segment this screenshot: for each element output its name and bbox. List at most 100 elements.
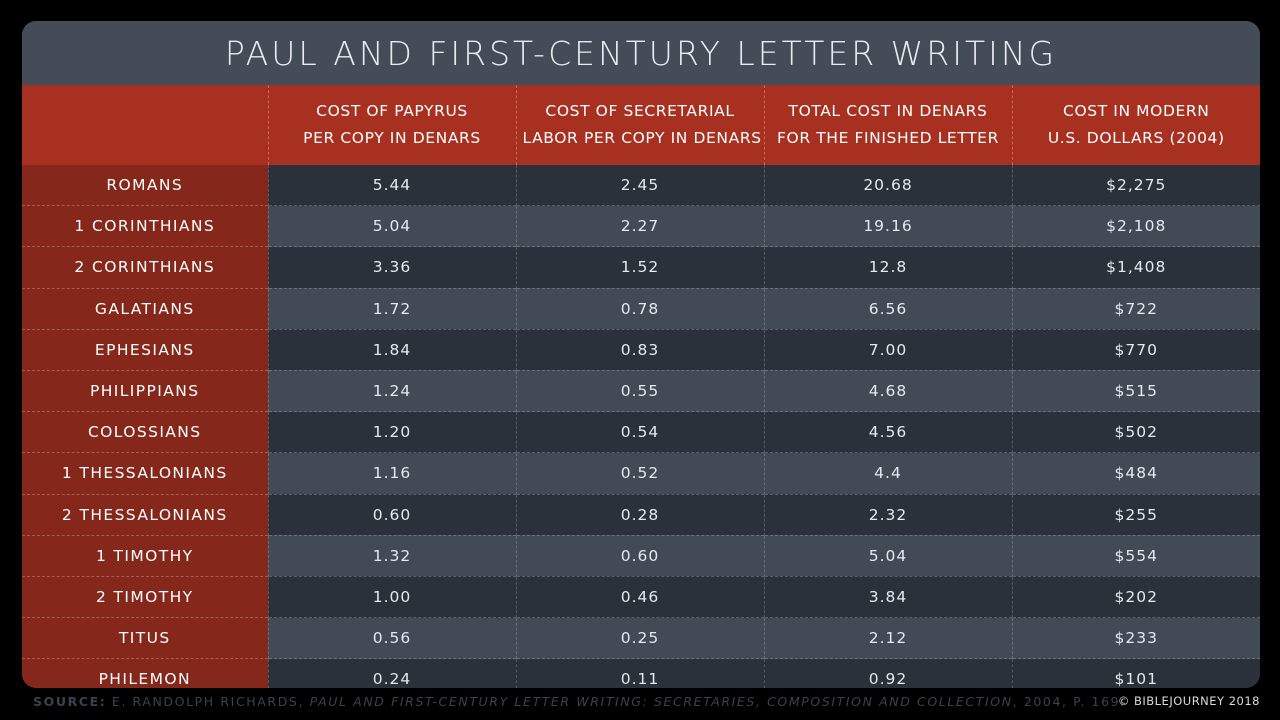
table-cell: 12.8 <box>763 246 1012 289</box>
table-cell: 1.00 <box>267 575 516 618</box>
row-label: 2 TIMOTHY <box>22 575 268 618</box>
table-cell: $554 <box>1011 534 1260 577</box>
cost-table: COST OF PAPYRUS PER COPY IN DENARS COST … <box>22 85 1260 688</box>
table-cell: 4.68 <box>763 369 1012 412</box>
table-row: EPHESIANS 1.84 0.83 7.00 $770 <box>22 328 1260 371</box>
table-cell: 0.55 <box>515 369 764 412</box>
page-title: PAUL AND FIRST-CENTURY LETTER WRITING <box>224 33 1058 73</box>
table-cell: 3.84 <box>763 575 1012 618</box>
table-cell: 5.04 <box>763 534 1012 577</box>
table-row: 2 THESSALONIANS 0.60 0.28 2.32 $255 <box>22 493 1260 536</box>
row-label: PHILIPPIANS <box>22 369 268 412</box>
table-cell: $2,108 <box>1011 205 1260 247</box>
row-label: 2 CORINTHIANS <box>22 246 268 289</box>
table-cell: 0.56 <box>267 617 516 659</box>
table-cell: 0.78 <box>515 287 764 330</box>
table-cell: 0.46 <box>515 575 764 618</box>
table-cell: 2.27 <box>515 205 764 247</box>
table-cell: 20.68 <box>763 165 1012 206</box>
table-body: ROMANS 5.44 2.45 20.68 $2,275 1 CORINTHIANS 5.… <box>22 165 1260 688</box>
table-cell: 4.56 <box>763 411 1012 453</box>
header-corner <box>22 85 268 165</box>
table-cell: $502 <box>1011 411 1260 453</box>
table-cell: 0.25 <box>515 617 764 659</box>
copyright-text: © BIBLEJOURNEY 2018 <box>1117 694 1260 708</box>
table-row: 1 THESSALONIANS 1.16 0.52 4.4 $484 <box>22 452 1260 494</box>
table-cell: 2.45 <box>515 165 764 206</box>
column-header: COST OF SECRETARIAL LABOR PER COPY IN DE… <box>515 85 764 165</box>
table-cell: $484 <box>1011 452 1260 494</box>
table-row: 1 CORINTHIANS 5.04 2.27 19.16 $2,108 <box>22 205 1260 247</box>
table-cell: $101 <box>1011 658 1260 688</box>
table-cell: 2.32 <box>763 493 1012 536</box>
row-label: ROMANS <box>22 165 268 206</box>
column-header-line: PER COPY IN DENARS <box>303 129 481 147</box>
table-cell: $202 <box>1011 575 1260 618</box>
table-cell: 6.56 <box>763 287 1012 330</box>
table-cell: 5.04 <box>267 205 516 247</box>
table-cell: 0.24 <box>267 658 516 688</box>
table-cell: 2.12 <box>763 617 1012 659</box>
table-row: ROMANS 5.44 2.45 20.68 $2,275 <box>22 165 1260 206</box>
row-label: PHILEMON <box>22 658 268 688</box>
table-cell: 0.83 <box>515 328 764 371</box>
row-label: TITUS <box>22 617 268 659</box>
table-cell: $1,408 <box>1011 246 1260 289</box>
table-cell: 1.20 <box>267 411 516 453</box>
row-label: 2 THESSALONIANS <box>22 493 268 536</box>
table-row: TITUS 0.56 0.25 2.12 $233 <box>22 617 1260 659</box>
table-row: PHILEMON 0.24 0.11 0.92 $101 <box>22 658 1260 688</box>
table-cell: 1.52 <box>515 246 764 289</box>
table-cell: $770 <box>1011 328 1260 371</box>
table-cell: 0.60 <box>267 493 516 536</box>
column-header-line: FOR THE FINISHED LETTER <box>777 129 999 147</box>
table-cell: $515 <box>1011 369 1260 412</box>
table-row: 1 TIMOTHY 1.32 0.60 5.04 $554 <box>22 534 1260 577</box>
row-label: 1 TIMOTHY <box>22 534 268 577</box>
row-label: COLOSSIANS <box>22 411 268 453</box>
table-cell: 0.52 <box>515 452 764 494</box>
row-label: EPHESIANS <box>22 328 268 371</box>
column-header-line: LABOR PER COPY IN DENARS <box>522 129 762 147</box>
header-row: COST OF PAPYRUS PER COPY IN DENARS COST … <box>22 85 1260 165</box>
source-details: , 2004, P. 169. <box>1012 694 1126 709</box>
table-cell: $2,275 <box>1011 165 1260 206</box>
column-header: COST OF PAPYRUS PER COPY IN DENARS <box>267 85 516 165</box>
table-cell: 1.32 <box>267 534 516 577</box>
source-label: SOURCE: <box>33 694 107 709</box>
column-header-line: COST IN MODERN <box>1063 102 1210 120</box>
row-label: 1 CORINTHIANS <box>22 205 268 247</box>
table-row: COLOSSIANS 1.20 0.54 4.56 $502 <box>22 411 1260 453</box>
table-row: PHILIPPIANS 1.24 0.55 4.68 $515 <box>22 369 1260 412</box>
table-cell: 0.60 <box>515 534 764 577</box>
column-header-line: COST OF SECRETARIAL <box>545 102 735 120</box>
table-panel: PAUL AND FIRST-CENTURY LETTER WRITING CO… <box>22 21 1260 688</box>
column-header: TOTAL COST IN DENARS FOR THE FINISHED LE… <box>763 85 1012 165</box>
table-cell: 0.92 <box>763 658 1012 688</box>
table-cell: 19.16 <box>763 205 1012 247</box>
table-cell: 3.36 <box>267 246 516 289</box>
table-cell: $255 <box>1011 493 1260 536</box>
column-header-line: U.S. DOLLARS (2004) <box>1047 129 1225 147</box>
table-cell: $722 <box>1011 287 1260 330</box>
table-cell: 5.44 <box>267 165 516 206</box>
table-cell: 0.11 <box>515 658 764 688</box>
source-author: E. RANDOLPH RICHARDS, <box>111 694 305 709</box>
table-cell: 1.24 <box>267 369 516 412</box>
table-row: 2 CORINTHIANS 3.36 1.52 12.8 $1,408 <box>22 246 1260 289</box>
table-cell: 7.00 <box>763 328 1012 371</box>
title-bar: PAUL AND FIRST-CENTURY LETTER WRITING <box>22 21 1260 85</box>
source-citation: SOURCE: E. RANDOLPH RICHARDS, PAUL AND F… <box>33 694 1126 709</box>
column-header-line: TOTAL COST IN DENARS <box>788 102 988 120</box>
column-header-line: COST OF PAPYRUS <box>316 102 468 120</box>
table-row: 2 TIMOTHY 1.00 0.46 3.84 $202 <box>22 575 1260 618</box>
table-cell: $233 <box>1011 617 1260 659</box>
table-cell: 1.72 <box>267 287 516 330</box>
source-title: PAUL AND FIRST-CENTURY LETTER WRITING: S… <box>309 694 1013 709</box>
table-cell: 0.54 <box>515 411 764 453</box>
table-cell: 0.28 <box>515 493 764 536</box>
table-cell: 4.4 <box>763 452 1012 494</box>
table-cell: 1.84 <box>267 328 516 371</box>
row-label: 1 THESSALONIANS <box>22 452 268 494</box>
row-label: GALATIANS <box>22 287 268 330</box>
